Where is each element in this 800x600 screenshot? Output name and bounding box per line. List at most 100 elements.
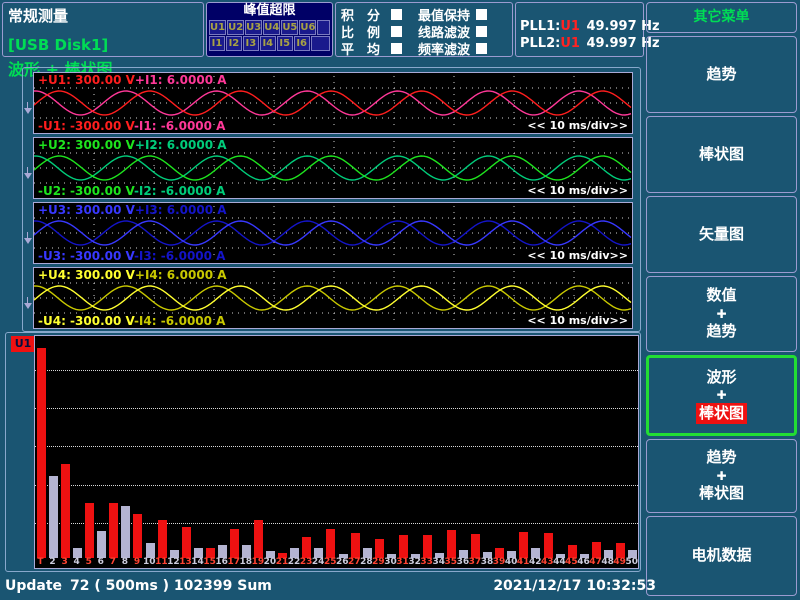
sidebar-item-label: 趋势 xyxy=(706,322,737,341)
waveform-panel-1: +U1: 300.00 V+I1: 6.0000 A -U1: -300.00 V… xyxy=(33,72,633,134)
sidebar-item-trend[interactable]: 趋势 xyxy=(646,36,797,113)
measurement-mode-label: 常规测量 xyxy=(8,7,69,25)
harmonic-bar-15 xyxy=(205,547,215,558)
harmonic-bar-49 xyxy=(615,543,625,558)
peak-indicator-row: I1 I2 I3 I4 I5 I6 xyxy=(207,36,332,51)
harmonic-bar-2 xyxy=(49,476,59,558)
harmonic-label-5: 5 xyxy=(85,557,92,567)
harmonic-label-9: 9 xyxy=(133,557,141,567)
sidebar-item-numeric-trend[interactable]: 数值 ✚ 趋势 xyxy=(646,276,797,352)
harmonic-label-6: 6 xyxy=(97,557,104,567)
toggle-ratio[interactable]: 比例 xyxy=(341,23,402,41)
peak-indicator-u1: U1 xyxy=(209,20,227,35)
sidebar-item-waveform-bargraph[interactable]: 波形 ✚ 棒状图 xyxy=(646,355,797,436)
harmonic-bar-21 xyxy=(278,552,288,558)
harmonic-bar-34 xyxy=(434,552,444,558)
pll-frequency-value: 49.997 Hz xyxy=(579,19,660,34)
toggle-line-filter-checkbox[interactable] xyxy=(476,25,487,37)
harmonic-label-27: 27 xyxy=(348,557,361,567)
sidebar-item-label: 棒状图 xyxy=(695,402,747,425)
harmonic-label-24: 24 xyxy=(311,557,325,567)
sidebar-item-vector[interactable]: 矢量图 xyxy=(646,196,797,273)
current-trace-3 xyxy=(33,220,632,246)
current-min-label: -I4: -6.0000 A xyxy=(133,314,226,328)
harmonic-bar-25 xyxy=(326,528,336,558)
toggle-average[interactable]: 平均 xyxy=(341,40,402,58)
harmonic-bar-19 xyxy=(254,520,264,558)
harmonic-label-50: 50 xyxy=(625,557,638,567)
harmonic-bar-17 xyxy=(229,528,239,558)
waveform-panel-3: +U3: 300.00 V+I3: 6.0000 A -U3: -300.00 V… xyxy=(33,202,633,264)
harmonic-bar-18 xyxy=(242,545,252,558)
trigger-marker-icon xyxy=(27,102,28,109)
harmonic-label-14: 14 xyxy=(191,557,204,567)
voltage-max-label: +U4: 300.00 V xyxy=(38,268,135,282)
toggle-freq-filter[interactable]: 频率滤波 xyxy=(418,40,487,58)
harmonic-bar-37 xyxy=(471,533,481,558)
harmonic-bar-T xyxy=(37,348,46,558)
toggle-integral-checkbox[interactable] xyxy=(391,8,402,20)
harmonic-bar-46 xyxy=(579,553,589,558)
harmonic-label-32: 32 xyxy=(408,557,421,567)
peak-indicator-i2: I2 xyxy=(225,36,242,51)
harmonic-label-7: 7 xyxy=(109,557,116,567)
harmonic-label-39: 39 xyxy=(492,557,506,567)
datetime-display: 2021/12/17 10:32:53 xyxy=(493,578,656,594)
min-labels: -U4: -300.00 V-I4: -6.0000 A xyxy=(38,314,225,328)
voltage-max-label: +U1: 300.00 V xyxy=(38,73,135,87)
harmonic-bar-8 xyxy=(121,505,131,558)
harmonic-bar-35 xyxy=(447,529,457,558)
timebase-label: << 10 ms/div>> xyxy=(527,184,628,197)
harmonic-label-40: 40 xyxy=(504,557,518,567)
toggle-max-hold[interactable]: 最值保持 xyxy=(418,6,487,24)
toggle-integral[interactable]: 积分 xyxy=(341,6,402,24)
harmonic-label-49: 49 xyxy=(613,557,626,567)
harmonic-label-19: 19 xyxy=(251,557,265,567)
sidebar-item-motor-data[interactable]: 电机数据 xyxy=(646,516,797,596)
toggle-freq-filter-checkbox[interactable] xyxy=(476,42,487,54)
harmonic-label-15: 15 xyxy=(203,557,216,567)
current-max-label: +I1: 6.0000 A xyxy=(134,73,227,87)
voltage-max-label: +U3: 300.00 V xyxy=(38,203,135,217)
toggle-average-checkbox[interactable] xyxy=(391,42,402,54)
toggle-label: 均 xyxy=(367,42,381,58)
filter-toggle-group: 最值保持 线路滤波 频率滤波 xyxy=(418,6,487,58)
harmonic-label-3: 3 xyxy=(61,557,68,567)
plus-icon: ✚ xyxy=(716,388,727,403)
harmonic-label-33: 33 xyxy=(420,557,433,567)
harmonic-label-17: 17 xyxy=(227,557,240,567)
trigger-marker-icon xyxy=(27,167,28,174)
toggle-label: 分 xyxy=(367,8,381,24)
current-trace-2 xyxy=(33,155,632,181)
peak-indicator-u6: U6 xyxy=(299,20,317,35)
bar-chart-section: U1 T 2 3 4 5 6 7 8 9 10 11 12 13 14 15 16 17 18 19 20 21 22 23… xyxy=(5,332,641,572)
current-max-label: +I4: 6.0000 A xyxy=(134,268,227,282)
waveform-bottom-scale-label: -U2: -300.00 V-I2: -6.0000 A << 10 ms/div… xyxy=(38,184,628,198)
harmonic-bar-42 xyxy=(531,547,541,558)
peak-indicator-blank xyxy=(310,36,331,51)
harmonic-label-23: 23 xyxy=(299,557,313,567)
update-counter: 72 ( 500ms ) 102399 Sum xyxy=(70,578,272,594)
toggle-ratio-checkbox[interactable] xyxy=(391,25,402,37)
harmonic-bar-14 xyxy=(193,547,203,558)
harmonic-label-44: 44 xyxy=(553,557,566,567)
toggle-line-filter[interactable]: 线路滤波 xyxy=(418,23,487,41)
harmonic-bar-31 xyxy=(398,534,408,558)
harmonic-bar-28 xyxy=(362,547,372,558)
harmonic-bar-10 xyxy=(145,543,155,558)
current-trace-4 xyxy=(33,285,632,311)
sidebar-item-bargraph[interactable]: 棒状图 xyxy=(646,116,797,193)
sidebar-item-trend-bargraph[interactable]: 趋势 ✚ 棒状图 xyxy=(646,439,797,513)
waveform-top-scale-label: +U2: 300.00 V+I2: 6.0000 A xyxy=(38,138,227,152)
toggle-max-hold-checkbox[interactable] xyxy=(476,8,487,20)
pll-readout-panel: PLL1:U1 49.997 Hz PLL2:U1 49.997 Hz xyxy=(515,2,660,57)
peak-over-limit-panel: 峰值超限 U1 U2 U3 U4 U5 U6 I1 I2 I3 I4 I5 I6 xyxy=(206,2,333,57)
peak-indicator-i4: I4 xyxy=(259,36,276,51)
harmonic-label-37: 37 xyxy=(468,557,482,567)
harmonic-bar-13 xyxy=(181,526,191,558)
function-toggle-panel: 积分比例平均 最值保持 线路滤波 频率滤波 xyxy=(335,2,513,58)
harmonic-label-12: 12 xyxy=(167,557,180,567)
waveform-plot-1 xyxy=(33,76,632,130)
harmonic-bar-5 xyxy=(85,503,95,558)
sidebar-menu: 其它菜单 趋势 棒状图 矢量图 数值 ✚ 趋势 波形 ✚ 棒状图 趋势 ✚ 棒状图 电机数据 xyxy=(646,0,797,600)
